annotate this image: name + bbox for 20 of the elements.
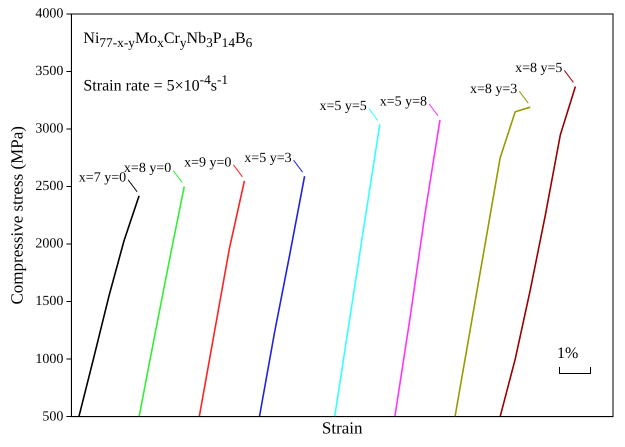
y-tick-label: 1000 [35, 352, 64, 367]
y-tick-label: 1500 [35, 294, 64, 310]
legend-label: x=9 y=0 [184, 155, 232, 170]
annotation: Strain rate = 5×10$^{-4}$s$^{-1}$ [83, 72, 228, 96]
y-tick-label: 4000 [35, 6, 64, 22]
legend-label: x=5 y=5 [320, 99, 367, 114]
legend-label: x=8 y=3 [470, 82, 518, 97]
text: Ni$_{77-x-y}$Mo$_{x}$Cr$_{y}$Nb$_{3}$P$_{14}$B$_{6}$ [83, 30, 252, 50]
y-tick-label: 3500 [35, 64, 64, 80]
legend-label: x=7 y=0 [78, 170, 126, 186]
y-tick-label: 3000 [35, 122, 64, 137]
annotation: 1% [557, 344, 578, 363]
y-tick-label: 2000 [35, 236, 64, 252]
y-axis-title: Compressive stress (MPa) [8, 126, 27, 305]
y-tick-label: 2500 [35, 179, 64, 194]
y-tick-label: 500 [42, 409, 64, 424]
legend-label: x=5 y=3 [244, 150, 292, 166]
x-axis-title: Strain [322, 418, 364, 438]
legend-label: x=5 y=8 [380, 94, 427, 110]
legend-label: x=8 y=5 [515, 61, 562, 76]
